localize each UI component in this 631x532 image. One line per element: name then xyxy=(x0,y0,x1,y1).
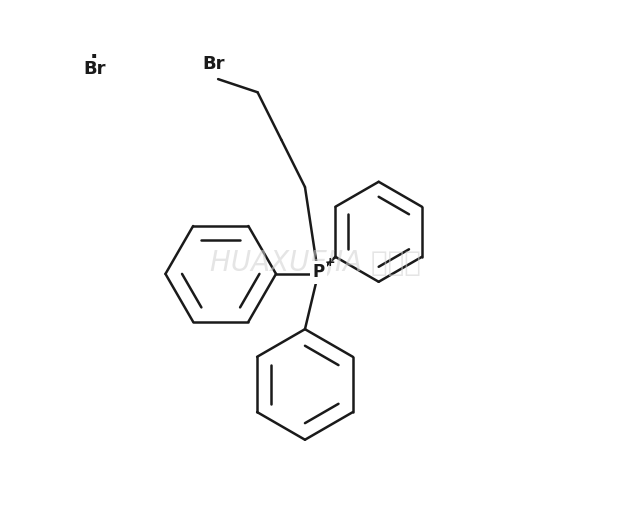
Text: P: P xyxy=(312,263,324,281)
Text: HUAXUEJIA 化学加: HUAXUEJIA 化学加 xyxy=(210,250,421,277)
Text: ·: · xyxy=(90,47,98,67)
Text: Br: Br xyxy=(83,60,105,78)
Text: Br: Br xyxy=(203,55,225,73)
Text: +: + xyxy=(324,256,335,269)
